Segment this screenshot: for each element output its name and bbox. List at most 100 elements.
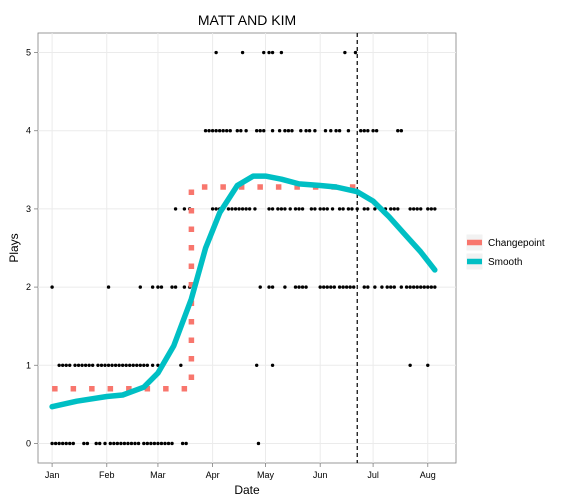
data-point — [297, 285, 301, 289]
data-point — [207, 129, 211, 133]
data-point — [433, 207, 437, 211]
data-point — [57, 441, 61, 446]
data-point — [404, 285, 409, 289]
x-axis-title: Date — [234, 483, 260, 497]
data-point — [279, 50, 284, 55]
data-point — [419, 207, 423, 211]
data-point — [239, 129, 243, 133]
data-point — [323, 129, 328, 133]
data-point — [182, 207, 187, 211]
data-point — [348, 285, 352, 289]
chart-title: MATT AND KIM — [198, 12, 296, 28]
data-point — [270, 129, 275, 133]
data-point — [267, 207, 271, 211]
data-point — [346, 207, 351, 211]
data-point — [366, 129, 370, 133]
data-point — [362, 207, 366, 211]
data-point — [426, 285, 430, 289]
y-tick-label: 2 — [26, 282, 31, 292]
data-point — [173, 207, 178, 211]
data-point — [156, 285, 160, 289]
data-point — [80, 363, 84, 367]
data-point — [322, 207, 326, 211]
data-point — [330, 207, 335, 211]
data-point — [332, 285, 337, 289]
data-point — [380, 285, 384, 289]
data-point — [106, 285, 111, 289]
data-point — [73, 363, 77, 367]
y-tick-label: 4 — [26, 126, 31, 136]
data-point — [262, 129, 266, 133]
data-point — [170, 441, 174, 446]
data-point — [99, 363, 104, 367]
data-point — [103, 363, 107, 367]
data-point — [329, 129, 333, 133]
data-point — [270, 207, 275, 211]
data-point — [210, 207, 215, 211]
data-point — [50, 441, 54, 446]
series-line-smooth — [49, 173, 438, 410]
data-point — [426, 363, 430, 367]
data-point — [96, 363, 100, 367]
data-point — [68, 441, 72, 446]
data-point — [142, 363, 146, 367]
data-point — [371, 129, 375, 133]
data-point — [90, 363, 95, 367]
data-point — [106, 363, 111, 367]
data-point — [343, 50, 347, 55]
data-point — [267, 50, 271, 55]
data-point — [334, 129, 338, 133]
x-tick-label: Jan — [45, 470, 60, 480]
y-tick-label: 0 — [26, 438, 31, 448]
data-point — [214, 207, 218, 211]
data-point — [156, 441, 160, 446]
data-point — [300, 285, 305, 289]
data-point — [120, 363, 125, 367]
y-tick-label: 5 — [26, 48, 31, 58]
data-point — [112, 441, 116, 446]
legend: Changepoint Smooth — [465, 233, 545, 271]
data-point — [355, 207, 359, 211]
data-point — [103, 441, 107, 446]
data-point — [283, 285, 287, 289]
data-point — [325, 207, 329, 211]
data-point — [433, 285, 437, 289]
data-point — [286, 129, 291, 133]
data-point — [94, 441, 98, 446]
data-point — [408, 207, 412, 211]
data-point — [145, 363, 150, 367]
data-point — [240, 207, 245, 211]
data-point — [293, 285, 298, 289]
x-tick-label: Jul — [367, 470, 379, 480]
data-point — [389, 207, 393, 211]
data-point — [313, 207, 317, 211]
data-point — [64, 363, 68, 367]
data-point — [138, 285, 142, 289]
data-point — [373, 285, 377, 289]
data-point — [353, 50, 358, 55]
data-point — [115, 441, 120, 446]
data-point — [117, 363, 121, 367]
legend-label: Smooth — [488, 257, 522, 268]
data-point — [256, 441, 261, 446]
data-point — [392, 285, 396, 289]
data-point — [399, 285, 404, 289]
data-point — [53, 441, 58, 446]
data-point — [210, 129, 215, 133]
x-tick-label: Jun — [313, 470, 328, 480]
x-tick-label: May — [257, 470, 275, 480]
data-point — [85, 441, 90, 446]
data-point — [359, 129, 363, 133]
x-tick-label: Feb — [99, 470, 115, 480]
data-point — [283, 129, 287, 133]
series-lines — [49, 173, 438, 410]
data-point — [426, 207, 430, 211]
data-point — [217, 129, 222, 133]
data-point — [244, 129, 248, 133]
data-point — [270, 50, 275, 55]
data-point — [415, 285, 419, 289]
data-point — [304, 129, 308, 133]
data-point — [230, 207, 234, 211]
data-point — [276, 207, 280, 211]
